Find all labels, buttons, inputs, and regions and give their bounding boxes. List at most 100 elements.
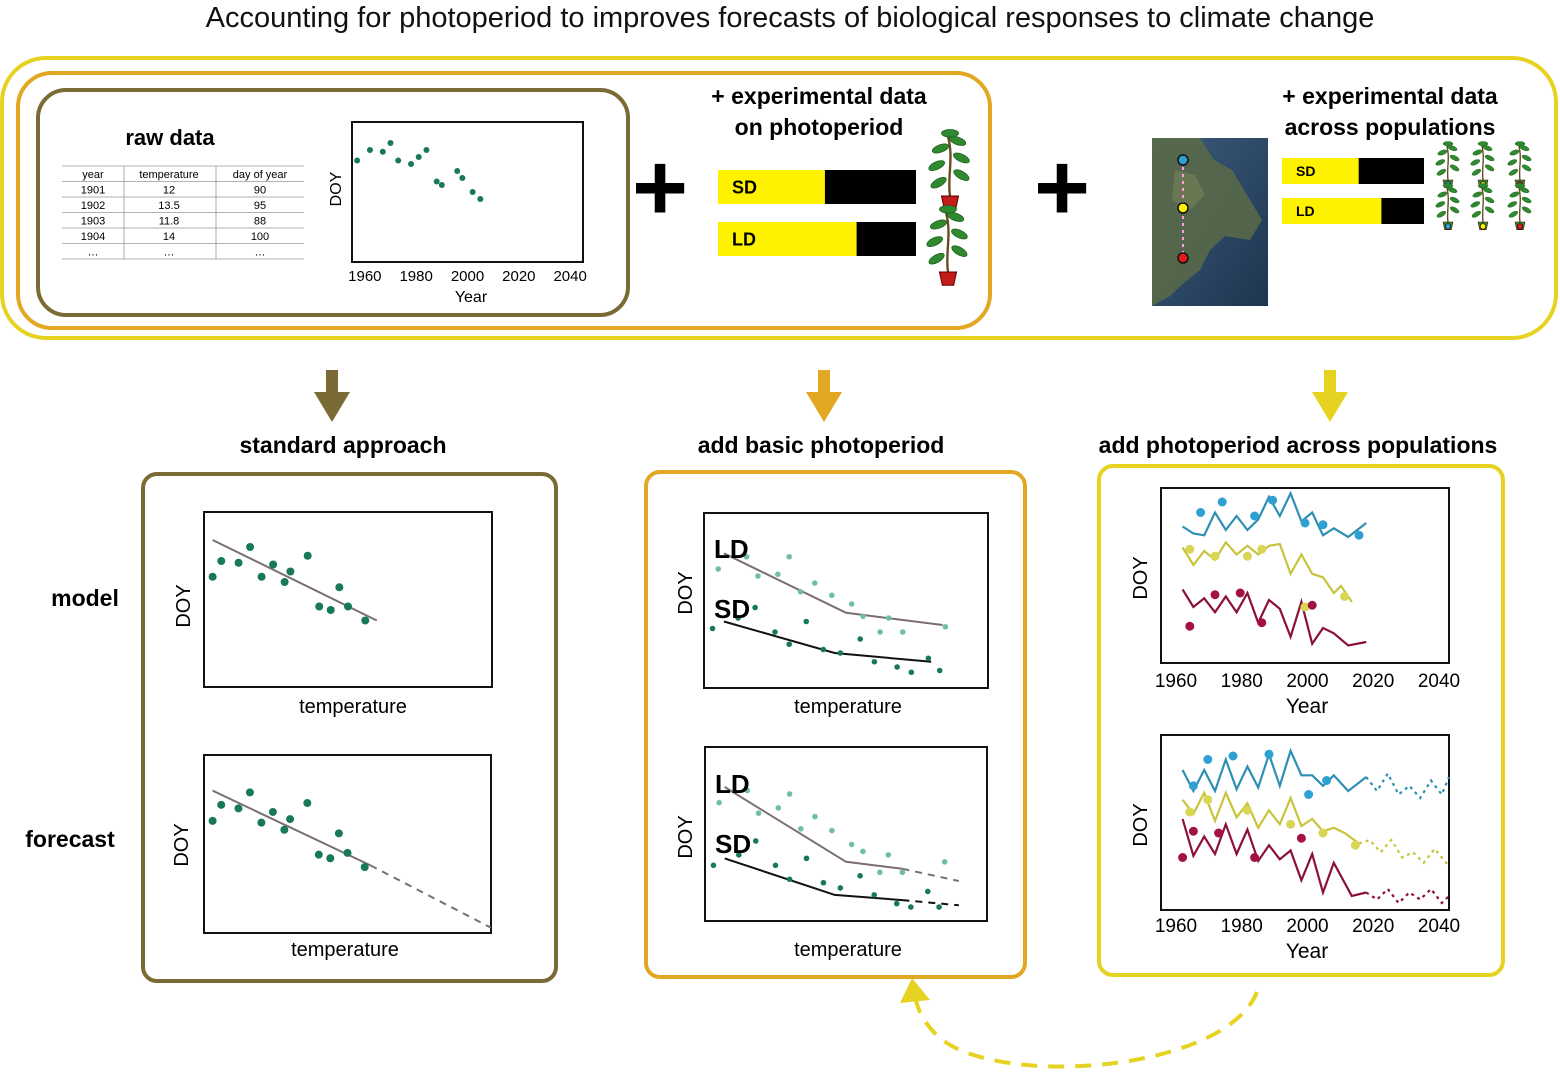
plant-leaf	[1507, 201, 1518, 208]
data-point-ld	[848, 841, 855, 848]
data-point-blue	[1228, 751, 1238, 761]
data-point-blue	[1322, 776, 1332, 785]
data-point-ld	[755, 810, 762, 816]
data-point	[415, 154, 422, 160]
data-point	[387, 140, 394, 146]
data-point-red	[1250, 853, 1260, 862]
plant-leaf	[1470, 201, 1481, 208]
data-point-sd	[803, 855, 810, 862]
data-point-blue	[1250, 511, 1260, 521]
plant-leaf	[1521, 164, 1532, 172]
data-point	[217, 557, 226, 565]
plant-stem	[1518, 187, 1521, 223]
x-axis-label: Year	[455, 289, 488, 306]
plant-leaf	[928, 160, 945, 171]
data-point-sd	[820, 879, 827, 886]
data-point-ld	[744, 787, 751, 794]
plant-leaf	[1435, 159, 1446, 166]
population-bar-label: LD	[1296, 203, 1315, 219]
table-cell: 14	[163, 231, 175, 243]
series-line-yellow	[1181, 789, 1360, 845]
x-tick-label: 2040	[1418, 916, 1460, 937]
table-cell: …	[88, 247, 99, 259]
data-point-blue	[1354, 530, 1364, 540]
plant-icon	[1470, 183, 1495, 230]
data-point-sd	[752, 838, 759, 844]
data-point-sd	[837, 650, 844, 656]
data-point-ld	[848, 601, 855, 607]
data-point-sd	[709, 625, 716, 632]
plant-leaf	[951, 228, 968, 240]
data-point	[303, 551, 312, 560]
panel-populations-frame	[1097, 464, 1505, 977]
gold-frame	[16, 71, 992, 330]
data-point-yellow	[1318, 828, 1328, 838]
plant-leaf	[1484, 164, 1495, 172]
figure-title: Accounting for photoperiod to improves f…	[206, 2, 1375, 34]
plant-leaf	[951, 245, 968, 257]
data-point	[354, 157, 361, 164]
y-axis-label: DOY	[171, 823, 193, 866]
curve-label-sd: SD	[714, 594, 750, 624]
plus-sign-1: +	[632, 134, 688, 241]
data-point-sd	[857, 636, 863, 642]
data-point	[245, 788, 254, 797]
curve-label-sd: SD	[715, 829, 751, 859]
x-axis-label: temperature	[794, 696, 902, 718]
plot-area	[203, 754, 492, 934]
data-point-sd	[786, 641, 792, 648]
data-point	[246, 543, 255, 551]
plant-leaf	[1472, 191, 1483, 198]
data-point-ld	[877, 629, 883, 635]
plant-leaf	[930, 176, 947, 189]
plant-icon	[1507, 141, 1532, 188]
plant-leaf	[1472, 149, 1483, 156]
arrow-down-yellow	[1312, 370, 1348, 422]
photoperiod-forecast-chart: LD SD temperature DOY	[675, 746, 988, 961]
plant-leaf	[1447, 145, 1458, 151]
data-point	[433, 178, 440, 185]
forecast-line	[370, 864, 492, 929]
plant-leaf	[1449, 196, 1460, 204]
plant-leaf	[1437, 149, 1448, 156]
data-point	[326, 606, 335, 614]
feedback-dashed-arrow	[913, 991, 1259, 1069]
plant-leaf	[931, 143, 950, 154]
x-tick-label: 1980	[1221, 916, 1263, 937]
data-point-ld	[755, 573, 761, 579]
plant-leaf	[1442, 141, 1454, 147]
x-tick-label: 2020	[502, 268, 535, 285]
data-point-sd	[735, 615, 741, 621]
data-point-blue	[1217, 497, 1227, 507]
x-axis-label: Year	[1286, 695, 1328, 718]
populations-forecast-chart: 1960 1980 2000 2020 2040 Year DOY	[1130, 734, 1460, 963]
x-tick-label: 1980	[1221, 671, 1263, 692]
plant-leaf	[1435, 201, 1446, 208]
trend-line-sd	[723, 620, 932, 663]
plant-leaf	[1471, 168, 1482, 176]
plant-leaf	[1521, 206, 1532, 214]
x-axis-label: temperature	[299, 696, 407, 718]
y-axis-label: DOY	[675, 815, 697, 858]
plant-leaf	[1482, 145, 1493, 151]
data-point	[280, 578, 289, 586]
series-line-red	[1181, 818, 1367, 898]
standard-forecast-chart: temperature DOY	[171, 754, 492, 961]
table-cell: 13.5	[158, 200, 179, 212]
raw-data-chart: 1960 1980 2000 2020 2040 Year DOY	[328, 121, 587, 306]
x-tick-label: 2040	[553, 268, 586, 285]
plant-population-marker	[1444, 223, 1452, 230]
plant-population-marker	[1479, 223, 1487, 230]
data-point	[217, 800, 226, 809]
plant-leaf	[1519, 187, 1530, 193]
plot-area	[704, 746, 988, 922]
data-point-yellow	[1185, 807, 1195, 817]
series-line-red	[1181, 588, 1367, 647]
population-bar-sd-light	[1282, 158, 1359, 184]
forecast-line-yellow	[1358, 838, 1450, 867]
x-tick-label: 2000	[451, 268, 484, 285]
data-point	[234, 804, 243, 813]
data-point-red	[1188, 826, 1198, 836]
data-point-red	[1210, 590, 1220, 600]
panel-heading-standard: standard approach	[239, 432, 446, 458]
